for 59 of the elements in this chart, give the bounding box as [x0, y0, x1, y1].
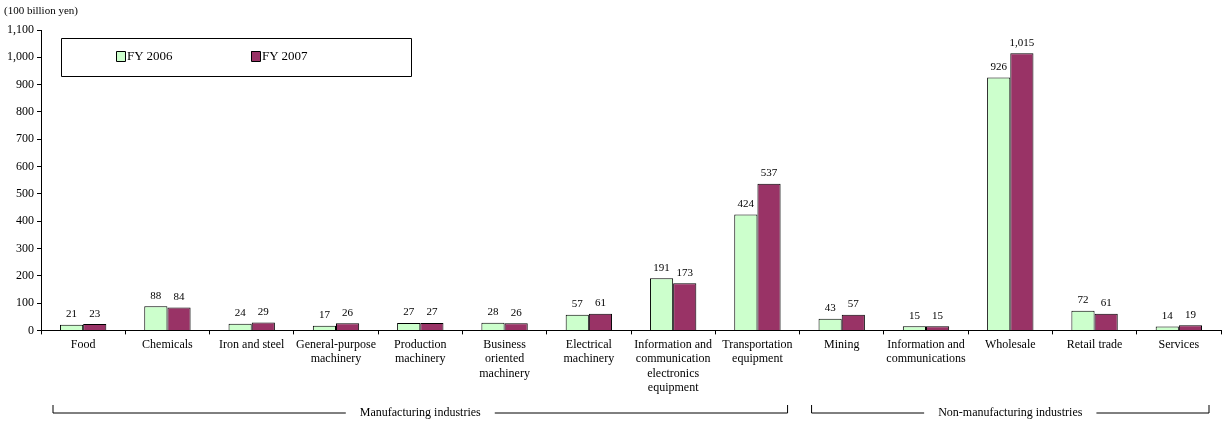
- x-tick-label: Transportation equipment: [722, 336, 793, 366]
- y-tick-label: 1,000: [7, 49, 34, 64]
- y-axis-title: (100 billion yen): [4, 4, 79, 18]
- data-label: 21: [66, 307, 78, 320]
- x-tick-label: General-purpose machinery: [296, 336, 376, 366]
- y-tick-label: 200: [16, 267, 34, 282]
- y-tick-label: 1,100: [7, 22, 34, 37]
- data-label: 24: [234, 306, 247, 319]
- y-tick-label: 0: [28, 322, 34, 337]
- y-tick-label: 900: [16, 76, 34, 91]
- data-label: 537: [760, 166, 778, 179]
- y-tick-label: 100: [16, 295, 34, 310]
- data-label: 26: [510, 305, 523, 318]
- data-label: 1,015: [1009, 35, 1035, 48]
- x-tick-label: Mining: [824, 336, 860, 351]
- legend-label: FY 2006: [127, 48, 173, 64]
- data-label: 43: [824, 301, 837, 314]
- y-tick-label: 600: [16, 158, 34, 173]
- y-tick-label: 800: [16, 104, 34, 119]
- data-label: 88: [150, 288, 162, 301]
- data-label: 57: [847, 297, 860, 310]
- data-label: 26: [342, 305, 354, 318]
- data-label: 84: [173, 289, 186, 302]
- data-label: 424: [737, 197, 755, 209]
- y-tick-label: 500: [16, 186, 34, 201]
- x-tick-label: Business oriented machinery: [479, 336, 530, 380]
- data-label: 15: [932, 308, 944, 321]
- legend-label: FY 2007: [262, 48, 308, 64]
- data-label: 57: [571, 297, 584, 310]
- data-label: 17: [318, 308, 331, 321]
- text: Manufacturing industries: [359, 405, 482, 420]
- x-tick-label: Retail trade: [1066, 336, 1123, 351]
- y-tick-label: 400: [16, 213, 34, 228]
- data-label: 28: [487, 305, 499, 318]
- x-tick-label: Wholesale: [984, 336, 1036, 351]
- text: Non-manufacturing industries: [938, 405, 1083, 420]
- x-tick-label: Information and communication electronics equipment: [634, 336, 712, 394]
- y-tick-label: 700: [16, 131, 34, 146]
- data-label: 29: [257, 304, 270, 317]
- x-tick-label: Chemicals: [142, 336, 194, 351]
- data-label: 23: [89, 306, 101, 319]
- x-tick-label: Services: [1158, 336, 1200, 351]
- data-label: 72: [1077, 293, 1089, 306]
- data-label: 926: [990, 59, 1008, 72]
- x-tick-label: Production machinery: [393, 336, 447, 366]
- data-label: 61: [594, 296, 606, 309]
- data-label: 61: [1100, 296, 1112, 309]
- data-label: 191: [653, 260, 670, 273]
- data-label: 14: [1161, 308, 1174, 321]
- x-tick-label: Iron and steel: [219, 336, 286, 351]
- data-label: 15: [908, 308, 921, 321]
- x-tick-label: Information and communications: [886, 336, 966, 366]
- data-label: 173: [676, 265, 694, 278]
- data-label: 27: [426, 305, 438, 318]
- x-tick-label: Electrical machinery: [563, 336, 615, 366]
- x-tick-label: Food: [70, 336, 96, 351]
- data-label: 19: [1184, 307, 1197, 320]
- y-tick-label: 300: [16, 240, 34, 255]
- data-label: 27: [403, 305, 415, 318]
